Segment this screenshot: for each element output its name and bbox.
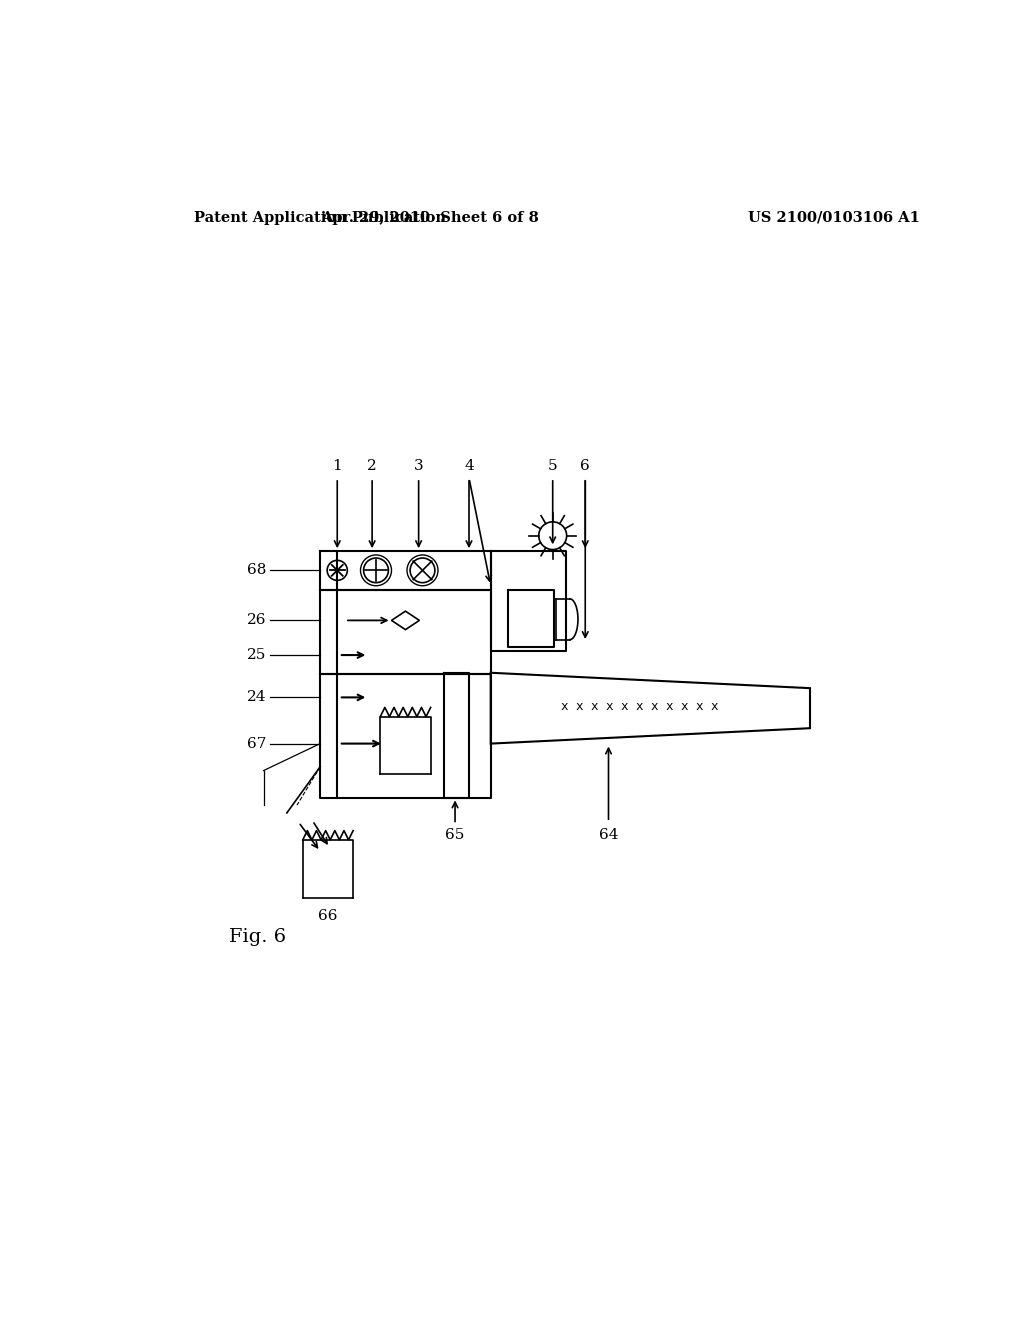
Text: 26: 26 bbox=[247, 614, 266, 627]
Text: 25: 25 bbox=[247, 648, 266, 663]
Text: x x x x x x x x x x x: x x x x x x x x x x x bbox=[561, 700, 718, 713]
Text: Patent Application Publication: Patent Application Publication bbox=[194, 211, 445, 224]
Text: Fig. 6: Fig. 6 bbox=[228, 928, 286, 946]
Text: 64: 64 bbox=[599, 829, 618, 842]
Text: 1: 1 bbox=[333, 459, 342, 473]
Text: 65: 65 bbox=[445, 829, 465, 842]
Text: 2: 2 bbox=[368, 459, 377, 473]
Text: 24: 24 bbox=[247, 690, 266, 705]
Text: 5: 5 bbox=[548, 459, 557, 473]
Text: 6: 6 bbox=[581, 459, 590, 473]
Text: US 2100/0103106 A1: US 2100/0103106 A1 bbox=[748, 211, 920, 224]
Text: 3: 3 bbox=[414, 459, 424, 473]
Text: 66: 66 bbox=[318, 909, 338, 923]
Text: 68: 68 bbox=[247, 564, 266, 577]
Text: 67: 67 bbox=[247, 737, 266, 751]
Text: 4: 4 bbox=[464, 459, 474, 473]
Text: Apr. 29, 2010  Sheet 6 of 8: Apr. 29, 2010 Sheet 6 of 8 bbox=[322, 211, 539, 224]
